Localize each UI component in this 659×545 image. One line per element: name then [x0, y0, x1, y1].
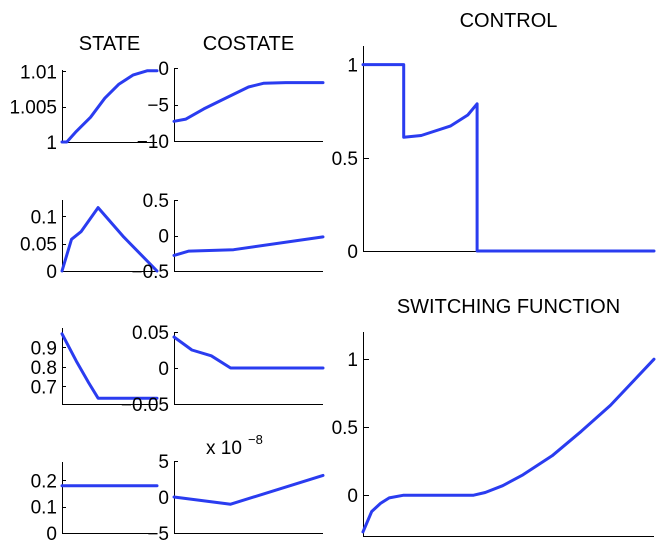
state-4-panel: 0 0.1 0.2 — [31, 462, 159, 545]
state-3-ytick-label: 0.7 — [31, 377, 57, 398]
state-1-ytick-label: 1.005 — [9, 98, 57, 119]
costate-3-ytick-label: 0.05 — [132, 323, 169, 344]
switching-function-ytick-label: 0.5 — [332, 418, 358, 439]
costate-2-series-line — [172, 235, 325, 257]
costate-1-ytick-label: 0 — [158, 59, 169, 80]
switching-function-series-line — [361, 357, 656, 534]
costate-1-panel: −10 −5 0 COSTATE — [137, 33, 325, 153]
state-2-ytick-label: 0.1 — [31, 207, 57, 228]
control-ytick-label: 0 — [347, 242, 358, 263]
state-3-series-line — [60, 332, 159, 400]
state-2-series-line — [60, 206, 159, 273]
costate-1-series-line — [172, 81, 325, 123]
costate-4-ytick-label: 5 — [158, 452, 169, 473]
costate-2-ytick-label: 0.5 — [143, 191, 169, 212]
control-title: CONTROL — [460, 10, 558, 32]
costate-1-ytick-label: −10 — [137, 132, 169, 153]
costate-4-multiplier-exponent: −8 — [248, 432, 263, 447]
control-series-line — [361, 63, 656, 253]
state-3-panel: 0.70.80.9 — [31, 328, 159, 405]
costate-2-ytick-label: −0.5 — [131, 262, 169, 283]
state-2-ytick-label: 0 — [46, 262, 57, 283]
switching-function-panel: 0 0.5 1 SWITCHING FUNCTION — [332, 296, 656, 537]
state-4-ytick-label: 0.1 — [31, 498, 57, 519]
costate-3-ytick-label: 0 — [158, 359, 169, 380]
state-2-ytick-label: 0.05 — [20, 235, 57, 256]
state-4-ytick-label: 0.2 — [31, 471, 57, 492]
state-1-ytick-label: 1 — [46, 133, 57, 154]
control-ytick-label: 0.5 — [332, 149, 358, 170]
state-4-ytick-label: 0 — [46, 524, 57, 545]
state-3-ytick-label: 0.8 — [31, 358, 57, 379]
costate-4-multiplier-label: x 10 — [206, 438, 242, 459]
state-1-ytick-label: 1.01 — [20, 62, 57, 83]
costate-1-title: COSTATE — [203, 33, 294, 55]
state-1-panel: 1 1.005 1.01 STATE — [9, 33, 159, 154]
control-ytick-label: 1 — [347, 56, 358, 77]
control-panel: 0 0.5 1 CONTROL — [332, 10, 656, 263]
switching-function-ytick-label: 1 — [347, 350, 358, 371]
switching-function-ytick-label: 0 — [347, 486, 358, 507]
costate-3-ytick-label: −0.05 — [121, 395, 169, 416]
costate-4-series-line — [172, 473, 325, 506]
costate-2-panel: −0.5 0 0.5 — [131, 191, 325, 283]
costate-4-ytick-label: 0 — [158, 488, 169, 509]
state-2-panel: 0 0.05 0.1 — [20, 200, 159, 283]
costate-4-ytick-label: −5 — [147, 524, 169, 545]
state-3-ytick-label: 0.9 — [31, 338, 57, 359]
costate-3-series-line — [172, 335, 325, 370]
costate-1-ytick-label: −5 — [147, 96, 169, 117]
costate-3-panel: −0.05 0 0.05 — [121, 323, 325, 416]
state-1-title: STATE — [79, 33, 140, 55]
switching-function-title: SWITCHING FUNCTION — [397, 296, 620, 318]
costate-4-panel: −5 0 5 x 10 −8 — [147, 432, 325, 545]
costate-2-ytick-label: 0 — [158, 227, 169, 248]
state-1-series-line — [60, 69, 159, 144]
